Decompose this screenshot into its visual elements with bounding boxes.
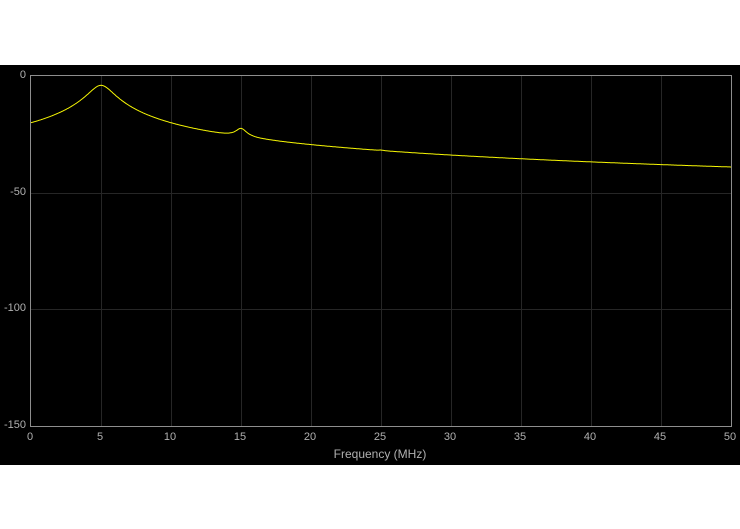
- xtick-label: 5: [97, 431, 103, 443]
- xtick-label: 50: [724, 431, 736, 443]
- spectrum-plot-area: [30, 75, 732, 427]
- xtick-label: 0: [27, 431, 33, 443]
- xtick-label: 35: [514, 431, 526, 443]
- ytick-label: -100: [4, 302, 26, 314]
- xtick-label: 10: [164, 431, 176, 443]
- xtick-label: 40: [584, 431, 596, 443]
- ytick-label: -50: [10, 186, 26, 198]
- x-axis-label: Frequency (MHz): [334, 447, 427, 461]
- xtick-label: 15: [234, 431, 246, 443]
- ytick-label: -150: [4, 419, 26, 431]
- xtick-label: 20: [304, 431, 316, 443]
- xtick-label: 25: [374, 431, 386, 443]
- xtick-label: 45: [654, 431, 666, 443]
- ytick-label: 0: [20, 69, 26, 81]
- spectrum-trace: [31, 76, 731, 426]
- xtick-label: 30: [444, 431, 456, 443]
- figure-outer: { "canvas": { "width": 740, "height": 52…: [0, 0, 740, 529]
